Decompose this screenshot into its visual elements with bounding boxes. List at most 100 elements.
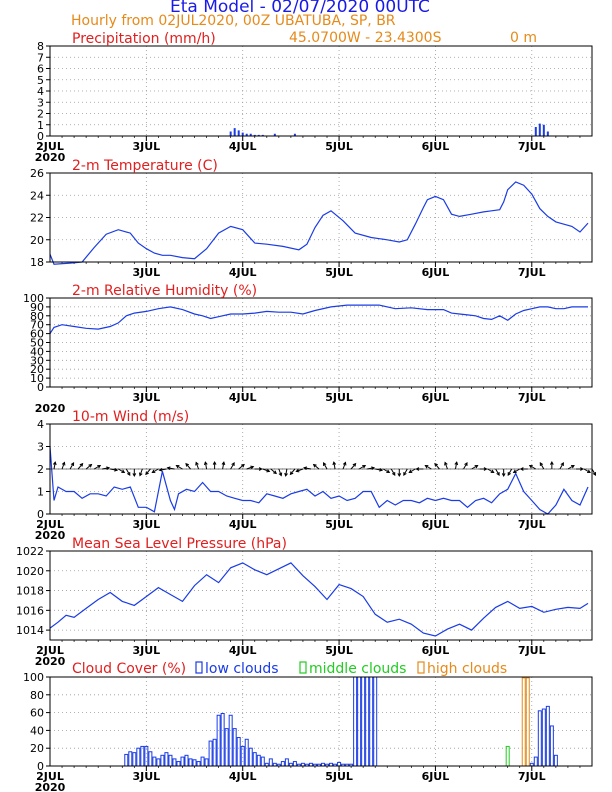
wind-arrow [195, 462, 200, 470]
mslp-series-line [49, 562, 589, 637]
wind-arrow [230, 462, 235, 470]
wind-arrow-head [175, 464, 180, 469]
low-cloud-bar [361, 676, 366, 767]
wind-arrow [167, 467, 175, 470]
wind-arrow-head [391, 472, 396, 476]
wind-arrow-head [273, 470, 277, 475]
x-tick-label: 6JUL [422, 266, 450, 279]
precip-bar [245, 133, 248, 136]
y-tick-label: 90 [30, 301, 44, 314]
wind-arrow [375, 468, 383, 471]
wind-arrow-head [342, 461, 347, 466]
precip-bar [273, 133, 276, 136]
wind-arrow [152, 468, 159, 473]
low-cloud-bar [216, 714, 221, 767]
y-tick-label: 0 [37, 508, 44, 521]
low-cloud-bar [252, 752, 257, 767]
y-tick-label: 10 [30, 372, 44, 385]
legend-label: middle clouds [309, 661, 406, 677]
year-label: 2020 [35, 655, 66, 668]
wind-arrow-head [379, 467, 384, 472]
wind-arrow-head [145, 471, 149, 476]
wind-arrow-head [483, 467, 488, 471]
wind-arrow-head [434, 462, 438, 467]
wind-arrow-head [507, 472, 512, 476]
mslp-frame [49, 550, 593, 641]
y-tick-label: 18 [30, 256, 44, 269]
y-tick-label: 3 [37, 96, 44, 109]
low-cloud-bar [200, 756, 205, 767]
wind-arrow [270, 468, 277, 474]
wind-arrow-head [490, 469, 495, 474]
wind-arrow-head [231, 462, 235, 466]
panel-title: Cloud Cover (%) [72, 661, 186, 677]
low-cloud-bar [172, 758, 177, 767]
low-cloud-bar [212, 738, 217, 767]
low-cloud-bar [541, 708, 546, 767]
wind-arrow-head [592, 472, 597, 476]
temp-frame [49, 172, 593, 263]
wind-arrow [463, 462, 468, 470]
rh-series-line [49, 304, 588, 334]
wind-arrow [539, 462, 545, 470]
x-tick-label: 4JUL [229, 140, 257, 153]
wind-arrow-head [295, 468, 300, 473]
low-cloud-bar [148, 751, 153, 767]
precip-bar [542, 124, 545, 136]
y-tick-label: 0 [37, 381, 44, 394]
rh-frame [49, 297, 593, 388]
wind-arrow [333, 462, 336, 470]
wind-series-line [49, 446, 589, 515]
y-tick-label: 22 [30, 212, 44, 225]
y-tick-label: 60 [30, 328, 44, 341]
low-cloud-bar [280, 761, 285, 767]
wind-arrow-head [474, 464, 479, 469]
low-cloud-bar [192, 759, 197, 767]
y-tick-label: 70 [30, 319, 44, 332]
wind-arrow [176, 465, 183, 470]
wind-arrow [118, 468, 125, 473]
wind-arrow [513, 468, 520, 473]
wind-arrow-head [352, 462, 357, 467]
wind-arrow [125, 468, 131, 476]
temp-series-line [49, 181, 589, 265]
x-tick-label: 4JUL [229, 391, 257, 404]
wind-arrow-head [496, 472, 500, 476]
x-tick-label: 5JUL [325, 518, 353, 531]
wind-arrow-head [289, 471, 294, 476]
low-cloud-bar [533, 756, 538, 767]
x-tick-label: 2JUL [36, 644, 64, 657]
wind-arrow-head [52, 461, 57, 466]
y-tick-label: 24 [30, 189, 44, 202]
low-cloud-bar [136, 747, 141, 767]
wind-arrow-head [332, 461, 337, 466]
x-tick-label: 6JUL [422, 518, 450, 531]
low-cloud-bar [124, 753, 129, 767]
low-cloud-bar [224, 728, 229, 767]
y-tick-label: 6 [37, 63, 44, 76]
wind-arrow [425, 465, 432, 470]
wind-arrow-head [79, 462, 84, 467]
y-tick-label: 4 [37, 85, 44, 98]
wind-arrow-head [415, 467, 420, 471]
year-label: 2020 [35, 529, 66, 542]
x-tick-label: 2JUL [36, 518, 64, 531]
y-tick-label: 3 [37, 441, 44, 454]
wind-arrow [403, 468, 408, 476]
low-cloud-bar [220, 712, 225, 767]
x-tick-label: 5JUL [325, 391, 353, 404]
precip-bar [249, 133, 252, 136]
wind-arrow-head [397, 473, 402, 478]
low-cloud-bar [208, 740, 213, 767]
wind-arrow-head [408, 469, 413, 474]
wind-arrow [559, 462, 564, 470]
wind-arrow [409, 468, 416, 473]
wind-arrow-head [132, 473, 137, 478]
wind-arrow [529, 465, 537, 470]
panel-title: 2-m Relative Humidity (%) [72, 283, 257, 299]
x-tick-label: 7JUL [518, 266, 546, 279]
wind-arrow [444, 462, 448, 470]
low-cloud-bar [537, 710, 542, 767]
low-cloud-bar [268, 758, 273, 767]
